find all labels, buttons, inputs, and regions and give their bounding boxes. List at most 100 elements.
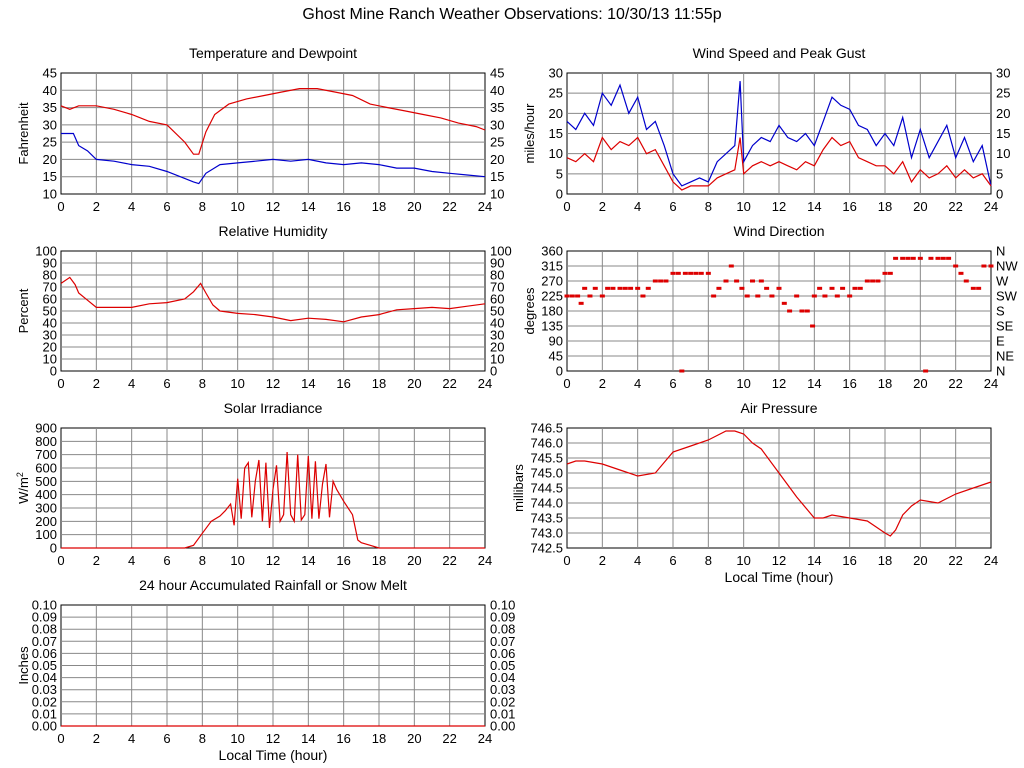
wind-direction-point [935, 256, 941, 260]
wind-direction-point [799, 309, 805, 313]
humidity-xtick-label: 6 [163, 376, 170, 391]
rainfall-ytick-label: 0.03 [32, 682, 57, 697]
wind-direction-point [587, 294, 593, 298]
wind-direction-point [679, 369, 685, 373]
wind-direction-point [817, 286, 823, 290]
temperature-xtick-label: 22 [442, 199, 456, 214]
wind-direction-point [852, 286, 858, 290]
solar-ytick-label: 0 [50, 541, 57, 556]
rainfall-xlabel: Local Time (hour) [219, 747, 328, 763]
wind-direction-point [652, 279, 658, 283]
wind-direction-ytick-label: 135 [541, 319, 563, 334]
temperature-ytick-right-label: 15 [490, 169, 504, 184]
temperature-ytick-label: 15 [43, 169, 57, 184]
wind-direction-xtick-label: 2 [599, 376, 606, 391]
humidity-ytick-right-label: 20 [490, 340, 504, 355]
rainfall-xtick-label: 8 [199, 731, 206, 746]
wind-speed-xtick-label: 10 [736, 199, 750, 214]
wind-direction-xtick-label: 0 [563, 376, 570, 391]
wind-direction-point [764, 286, 770, 290]
wind-direction-point [981, 264, 987, 268]
wind-direction-point [875, 279, 881, 283]
wind-direction-point [887, 271, 893, 275]
wind-direction-point [958, 271, 964, 275]
wind-direction-ytick-right-label: NE [996, 349, 1014, 364]
wind-direction-point [829, 286, 835, 290]
rainfall-ytick-right-label: 0.08 [490, 622, 515, 637]
wind-direction-xtick-label: 16 [842, 376, 856, 391]
pressure-xtick-label: 12 [772, 553, 786, 568]
wind-direction-point [675, 271, 681, 275]
rainfall-xtick-label: 18 [372, 731, 386, 746]
temperature-ylabel: Fahrenheit [16, 102, 31, 165]
wind-direction-point [688, 271, 694, 275]
solar-xtick-label: 4 [128, 553, 135, 568]
wind-direction-point [847, 294, 853, 298]
pressure-ylabel: millibars [511, 464, 526, 512]
humidity-ytick-label: 30 [43, 328, 57, 343]
humidity-xtick-label: 22 [442, 376, 456, 391]
wind-direction-xtick-label: 22 [948, 376, 962, 391]
pressure-ytick-label: 743.0 [530, 526, 563, 541]
humidity-ytick-label: 70 [43, 280, 57, 295]
wind-speed-series-line-0 [566, 81, 992, 187]
wind-direction-ytick-right-label: S [996, 304, 1005, 319]
page-title: Ghost Mine Ranch Weather Observations: 1… [302, 6, 722, 23]
temperature-ytick-right-label: 40 [490, 83, 504, 98]
humidity-ytick-right-label: 50 [490, 304, 504, 319]
wind-speed-xtick-label: 16 [842, 199, 856, 214]
wind-direction-point [744, 294, 750, 298]
wind-direction-point [723, 279, 729, 283]
temperature-xtick-label: 16 [336, 199, 350, 214]
pressure-xtick-label: 10 [736, 553, 750, 568]
humidity-ytick-right-label: 0 [490, 364, 497, 379]
rainfall-xtick-label: 4 [128, 731, 135, 746]
solar-ytick-label: 200 [35, 514, 57, 529]
rainfall-xtick-label: 0 [57, 731, 64, 746]
wind-direction-xtick-label: 10 [736, 376, 750, 391]
solar-ytick-label: 300 [35, 501, 57, 516]
humidity-ytick-label: 100 [35, 244, 57, 259]
wind-direction-ytick-label: 270 [541, 274, 563, 289]
pressure-ytick-label: 745.5 [530, 451, 563, 466]
solar-xtick-label: 16 [336, 553, 350, 568]
temperature-ytick-label: 25 [43, 135, 57, 150]
pressure-xtick-label: 0 [563, 553, 570, 568]
humidity-ytick-right-label: 10 [490, 352, 504, 367]
wind-direction-title: Wind Direction [733, 223, 824, 239]
temperature-ytick-label: 40 [43, 83, 57, 98]
humidity-xtick-label: 24 [478, 376, 492, 391]
wind-speed-xtick-label: 0 [563, 199, 570, 214]
wind-direction-point [578, 301, 584, 305]
chart-rainfall: 24 hour Accumulated Rainfall or Snow Mel… [16, 577, 515, 763]
rainfall-ytick-right-label: 0.06 [490, 646, 515, 661]
wind-speed-xtick-label: 20 [913, 199, 927, 214]
wind-direction-point [610, 286, 616, 290]
pressure-xtick-label: 14 [807, 553, 821, 568]
wind-direction-point [870, 279, 876, 283]
rainfall-xtick-label: 12 [266, 731, 280, 746]
humidity-ytick-label: 90 [43, 256, 57, 271]
humidity-ylabel: Percent [16, 288, 31, 333]
wind-direction-ytick-label: 90 [549, 334, 563, 349]
wind-direction-ytick-label: 0 [556, 364, 563, 379]
wind-direction-point [882, 271, 888, 275]
wind-speed-ytick-right-label: 5 [996, 166, 1003, 181]
pressure-xtick-label: 2 [599, 553, 606, 568]
rainfall-title: 24 hour Accumulated Rainfall or Snow Mel… [139, 577, 407, 593]
wind-direction-point [569, 294, 575, 298]
wind-speed-xtick-label: 4 [634, 199, 641, 214]
wind-speed-ytick-label: 15 [549, 126, 563, 141]
wind-direction-ytick-right-label: E [996, 334, 1005, 349]
rainfall-ytick-label: 0.10 [32, 598, 57, 613]
solar-xtick-label: 22 [442, 553, 456, 568]
wind-direction-xtick-label: 8 [705, 376, 712, 391]
temperature-ytick-right-label: 25 [490, 135, 504, 150]
wind-direction-point [628, 286, 634, 290]
pressure-ytick-label: 744.0 [530, 496, 563, 511]
pressure-ytick-label: 742.5 [530, 541, 563, 556]
temperature-xtick-label: 2 [93, 199, 100, 214]
wind-direction-ytick-label: 180 [541, 304, 563, 319]
wind-direction-point [988, 264, 994, 268]
